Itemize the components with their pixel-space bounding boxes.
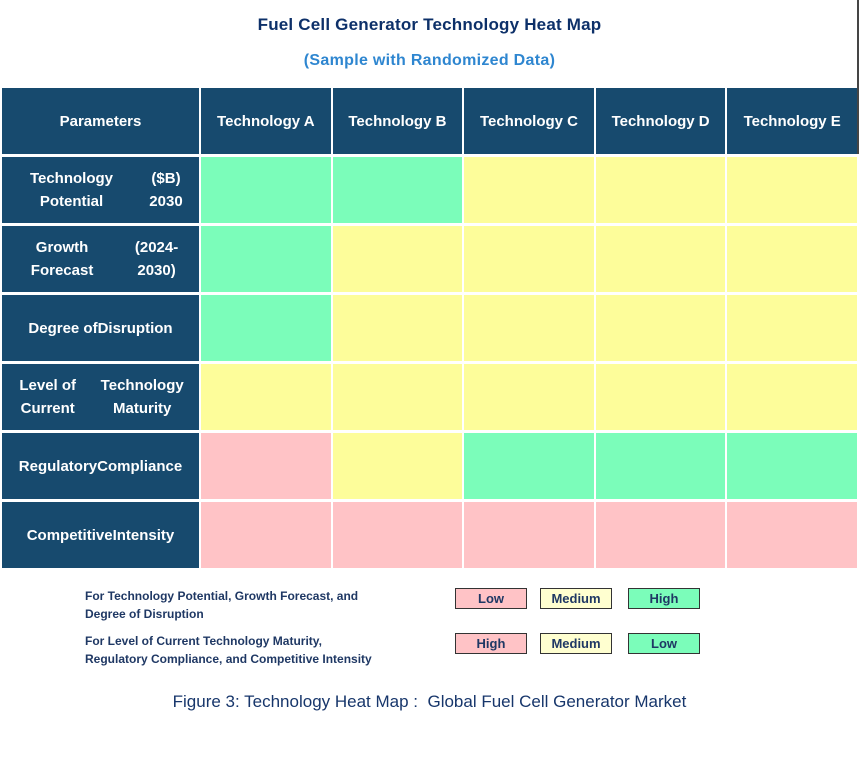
legend-swatch: High [628,588,700,609]
heatmap-cell [595,364,726,430]
row-header: Competitive Intensity [2,502,199,568]
heatmap-cell [201,364,331,430]
legend: For Technology Potential, Growth Forecas… [85,587,785,677]
legend-description: For Technology Potential, Growth Forecas… [85,587,447,623]
heatmap-cell [201,157,331,223]
heatmap-cell [595,502,726,568]
heatmap-cell [727,364,857,430]
legend-swatch: Low [628,633,700,654]
figure-title: Fuel Cell Generator Technology Heat Map [257,15,602,34]
legend-description: For Level of Current Technology Maturity… [85,632,447,668]
legend-swatch: Medium [540,588,612,609]
legend-swatch: Medium [540,633,612,654]
row-header: Technology Potential ($B) 2030 [2,157,199,223]
row-header: Degree of Disruption [2,295,199,361]
heatmap-table: Parameters Technology A Technology B Techno… [0,88,859,568]
heatmap-cell [595,226,726,292]
column-header: Technology C [464,88,594,154]
row-header: Regulatory Compliance [2,433,199,499]
row-header-line: Level of Current [19,377,77,417]
heatmap-cell [464,433,594,499]
heatmap-cell [464,226,594,292]
column-header: Technology A [201,88,331,154]
row-header-line: Regulatory [18,457,98,475]
heatmap-cell [464,295,594,361]
row-header-line: Growth Forecast [30,239,94,279]
heatmap-cell [332,226,463,292]
heatmap-cell [332,364,463,430]
legend-swatches: Low Medium High [455,588,713,609]
heatmap-cell [464,364,594,430]
heatmap-cell [332,502,463,568]
heatmap-cell [595,433,726,499]
heatmap-cell [201,295,331,361]
right-border-line [857,0,859,154]
heatmap-cell [332,433,463,499]
legend-description-line: Degree of Disruption [85,607,204,621]
heatmap-cell [727,502,857,568]
legend-swatch: High [455,633,527,654]
legend-description-line: For Technology Potential, Growth Forecas… [85,589,359,603]
column-header-parameters: Parameters [2,88,199,154]
row-header-line: Degree of [28,319,98,337]
legend-row: For Technology Potential, Growth Forecas… [85,587,785,623]
column-header: Technology E [727,88,857,154]
row-header-line: Disruption [97,319,173,337]
heatmap-cell [595,295,726,361]
row-header: Growth Forecast (2024-2030) [2,226,199,292]
heatmap-cell [201,433,331,499]
column-header: Technology B [332,88,463,154]
legend-swatch: Low [455,588,527,609]
heatmap-cell [332,295,463,361]
heatmap-cell [201,226,331,292]
heatmap-cell [201,502,331,568]
legend-row: For Level of Current Technology Maturity… [85,632,785,668]
column-header: Technology D [595,88,726,154]
heatmap-cell [464,157,594,223]
legend-description-line: For Level of Current Technology Maturity… [85,634,322,648]
row-header-line: Intensity [112,526,175,544]
row-header: Level of Current Technology Maturity [2,364,199,430]
row-header-line: Technology Maturity [100,377,184,417]
row-header-line: Competitive [26,526,113,544]
row-header-line: (2024-2030) [134,239,179,279]
legend-description-line: Regulatory Compliance, and Competitive I… [85,652,372,666]
heatmap-cell [727,157,857,223]
row-header-line: Technology Potential [29,170,114,210]
heatmap-cell [332,157,463,223]
legend-swatches: High Medium Low [455,633,713,654]
heatmap-cell [595,157,726,223]
heatmap-cell [727,226,857,292]
heatmap-cell [727,433,857,499]
row-header-line: ($B) 2030 [149,170,183,210]
heatmap-cell [464,502,594,568]
figure-subtitle: (Sample with Randomized Data) [303,52,556,69]
heatmap-cell [727,295,857,361]
row-header-line: Compliance [97,457,183,475]
figure-caption: Figure 3: Technology Heat Map : Global F… [172,692,687,711]
